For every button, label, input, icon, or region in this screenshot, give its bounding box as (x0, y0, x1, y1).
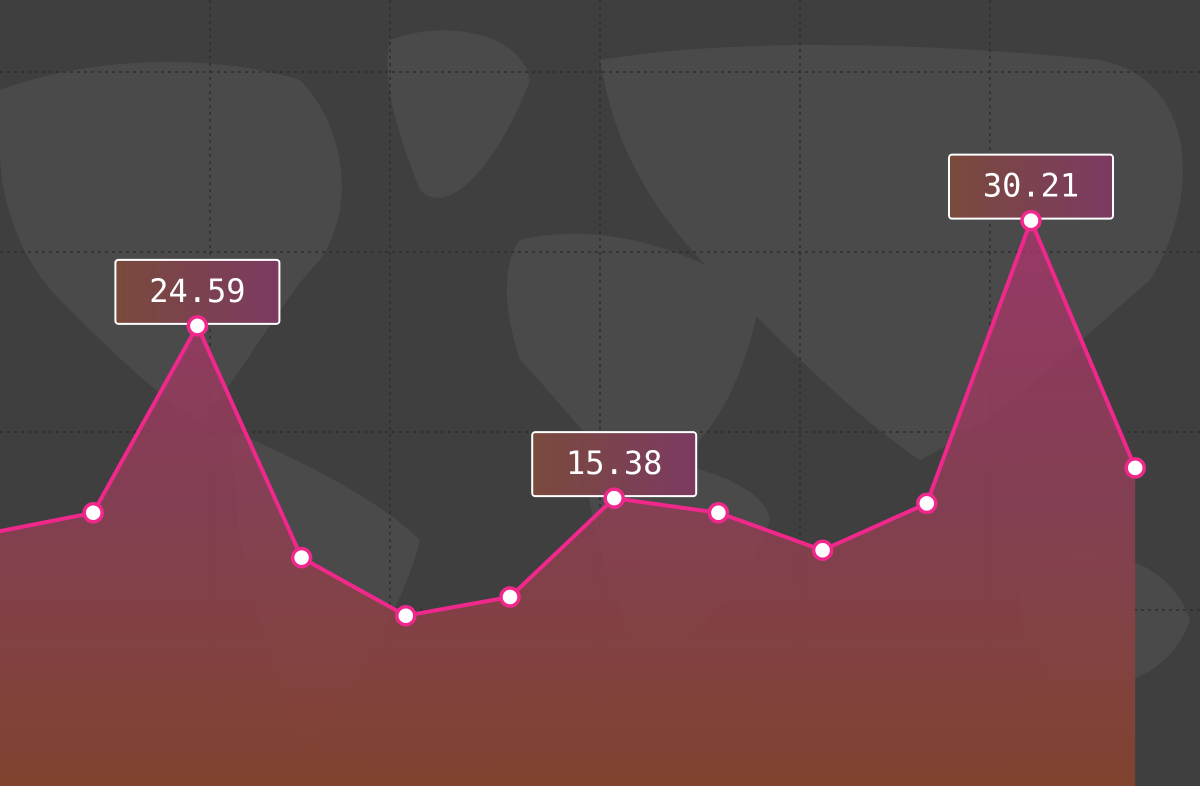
point (811, 539, 834, 561)
value-label: 24.59 (114, 258, 281, 325)
point (395, 604, 417, 627)
area-fill (0, 220, 1136, 786)
point (499, 586, 521, 608)
point (1020, 209, 1042, 232)
point (82, 502, 104, 524)
label-text: 15.38 (566, 444, 662, 482)
label-text: 24.59 (149, 272, 245, 310)
value-label: 30.21 (948, 153, 1114, 220)
label-text: 30.21 (983, 167, 1079, 205)
point (603, 487, 625, 509)
point (916, 492, 938, 515)
point (186, 315, 209, 337)
point (1124, 457, 1146, 479)
point (707, 502, 730, 524)
point (290, 546, 313, 569)
value-label: 15.38 (531, 431, 698, 498)
line (0, 218, 1138, 618)
